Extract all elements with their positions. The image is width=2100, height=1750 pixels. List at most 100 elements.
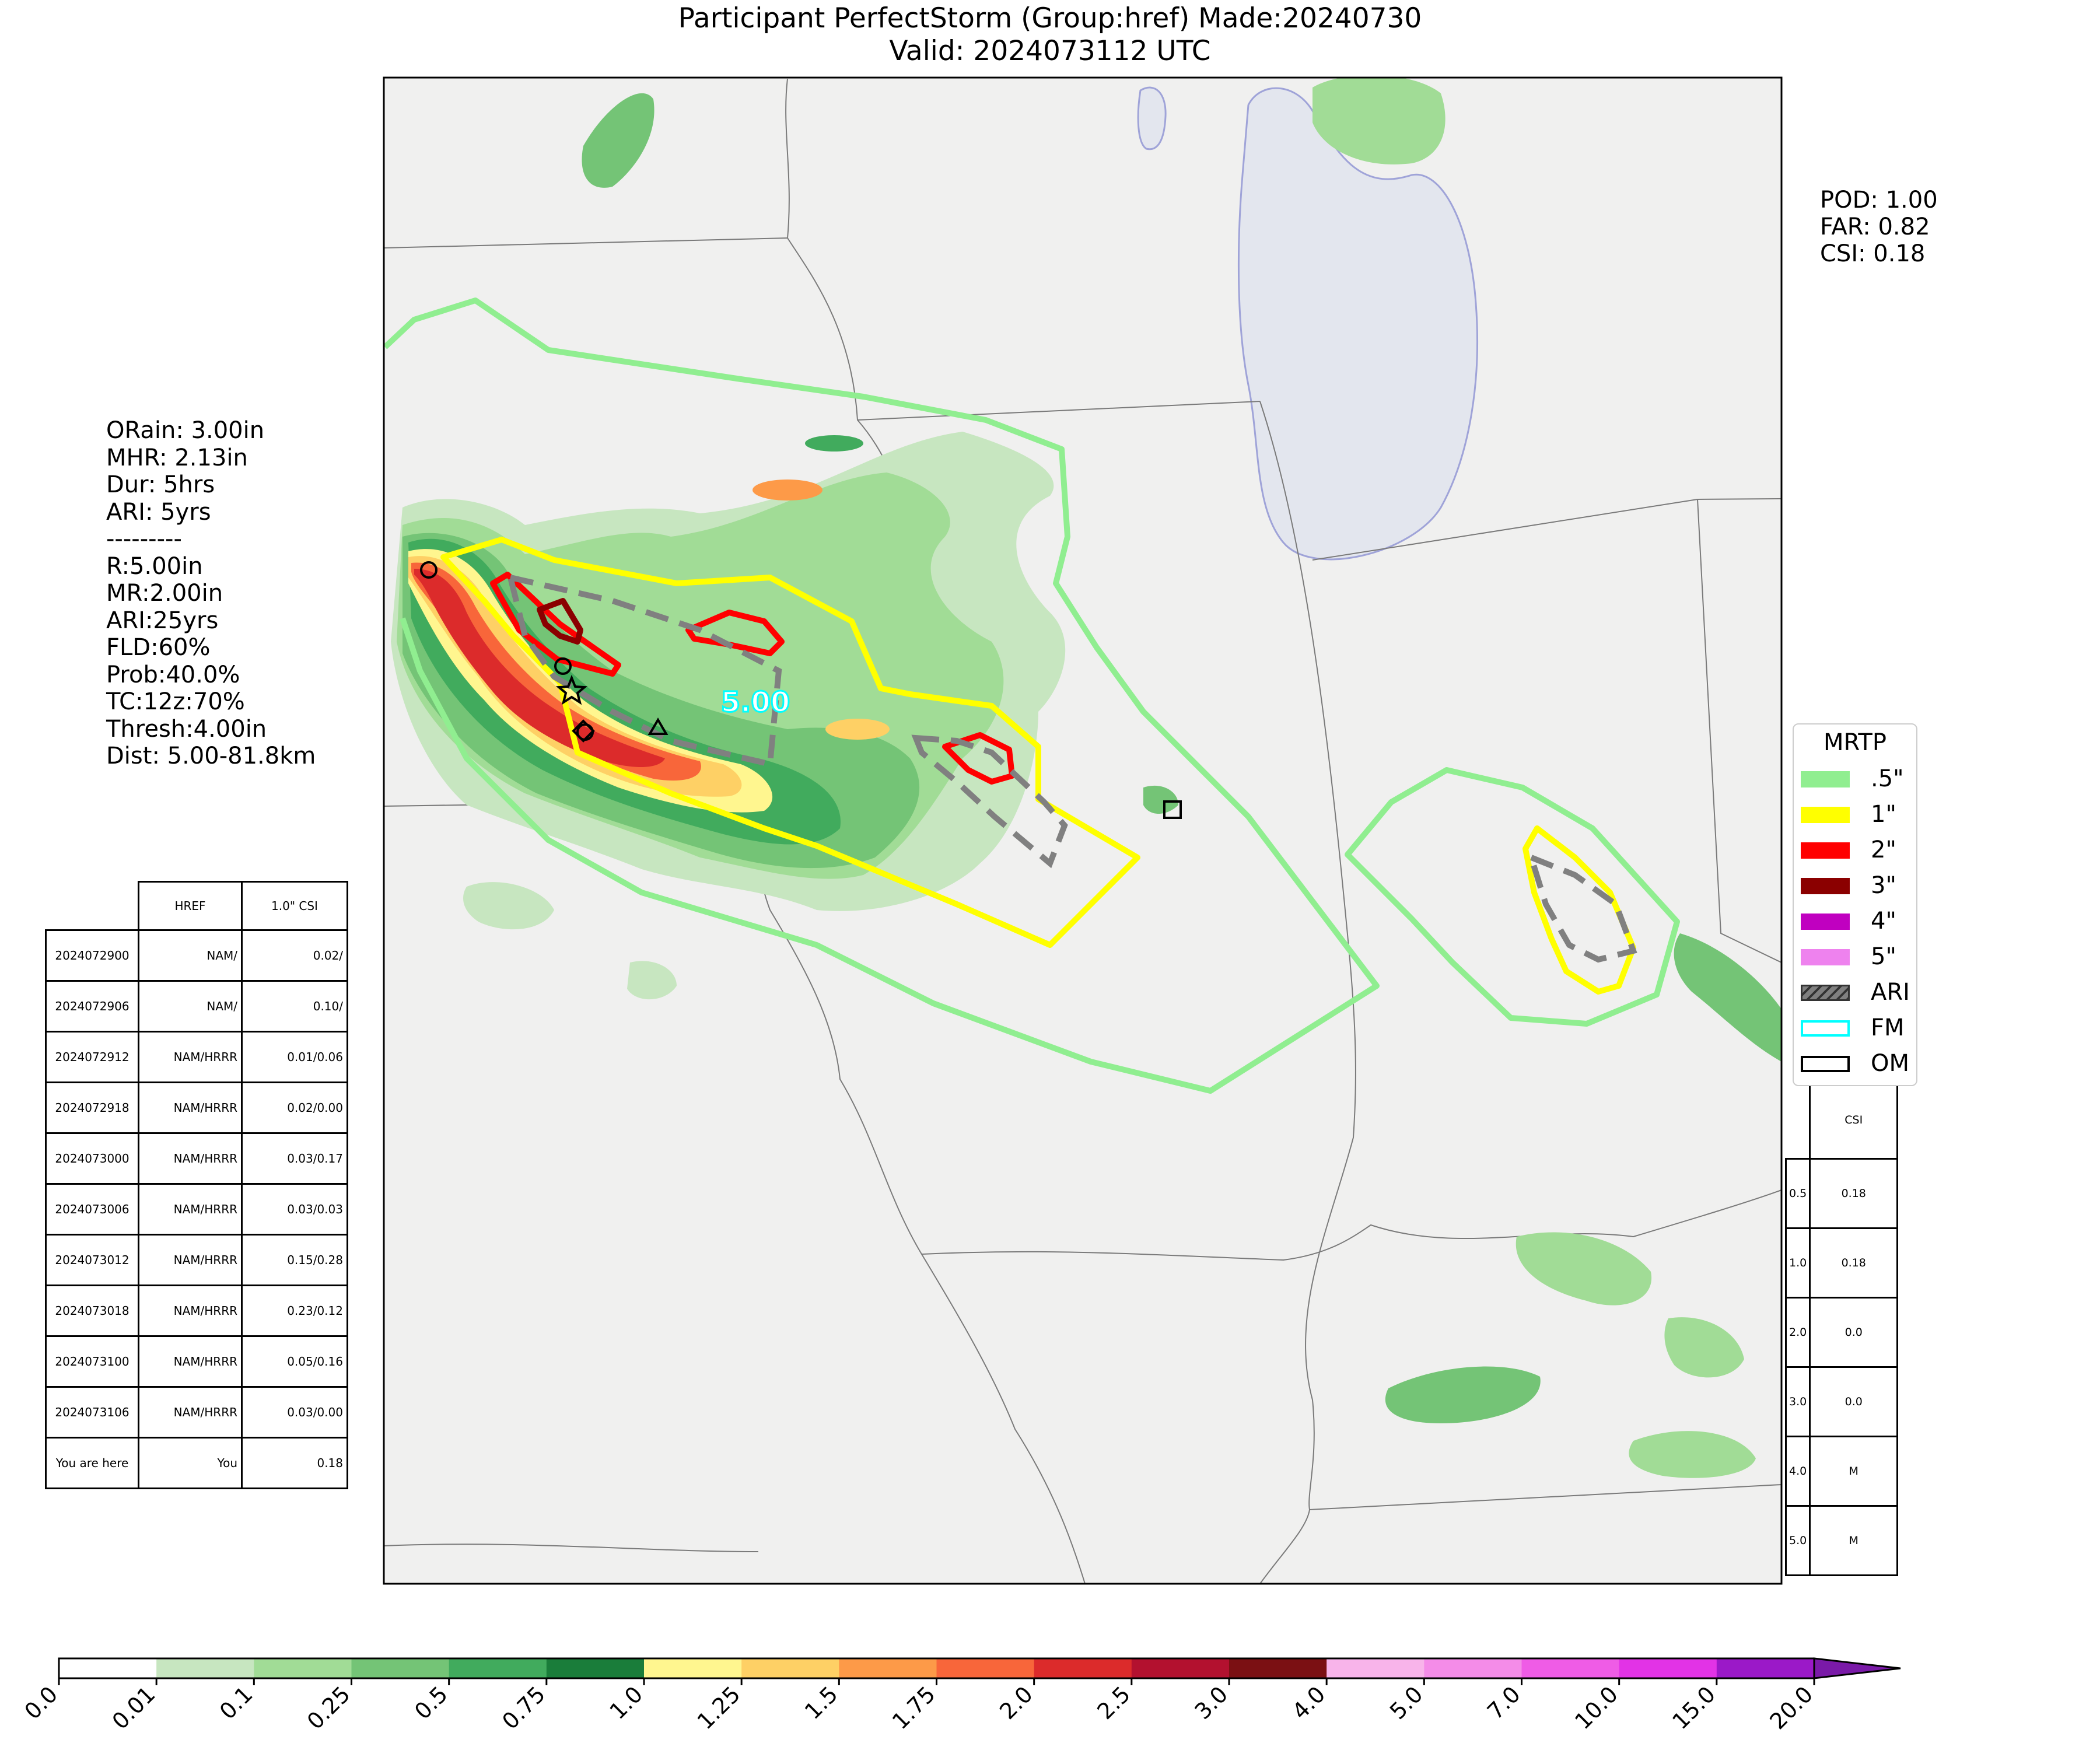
header-cell <box>46 881 139 931</box>
small-lake <box>1137 86 1167 150</box>
colorbar-segment <box>1424 1658 1522 1678</box>
stat-far: FAR: 0.82 <box>1820 214 1930 240</box>
observation-marker <box>576 723 594 741</box>
mrtp-legend: MRTP .5" 1" 2" 3" 4" 5" ARI FM OM <box>1793 723 1917 1086</box>
cell-model: NAM/HRRR <box>138 1082 243 1134</box>
cell-csi: 0.0 <box>1809 1297 1899 1368</box>
colorbar-tick-label: 3.0 <box>1190 1681 1233 1724</box>
colorbar-segment <box>936 1658 1035 1678</box>
table-row: 2024073012 NAM/HRRR 0.15/0.28 <box>45 1234 348 1286</box>
header-cell: 1.0" CSI <box>241 881 348 931</box>
forecast-parameters: ORain: 3.00in MHR: 2.13in Dur: 5hrs ARI: 5y… <box>106 417 316 770</box>
colorbar-tick-label: 2.0 <box>995 1681 1038 1724</box>
table-row: 2024073000 NAM/HRRR 0.03/0.17 <box>45 1132 348 1185</box>
colorbar-tick-label: 0.0 <box>20 1681 63 1724</box>
table-row: 4.0 M <box>1784 1436 1899 1507</box>
colorbar-tick-label: 0.75 <box>497 1681 550 1734</box>
param-line: ORain: 3.00in <box>106 417 265 444</box>
legend-swatch <box>1801 842 1850 859</box>
colorbar-tick-label: 1.5 <box>800 1681 843 1724</box>
title-line-1: Participant PerfectStorm (Group:href) Ma… <box>678 2 1422 34</box>
cell-model: NAM/HRRR <box>138 1031 243 1083</box>
table-row: 1.0 0.18 <box>1784 1227 1899 1298</box>
contour-0.5in-west <box>384 298 1380 1094</box>
colorbar-segment <box>1716 1658 1815 1678</box>
legend-swatch <box>1801 985 1850 1001</box>
colorbar-ticks: 0.0 0.01 0.1 0.25 0.5 0.75 1.0 1.25 1.5 1.75 2.0 2.… <box>20 1678 1818 1734</box>
ari-contours <box>506 573 1637 963</box>
runs-csi-table: HREF 1.0" CSI 2024072900 NAM/0.02/ 202407… <box>45 881 348 1489</box>
cell-run: You are here <box>45 1437 139 1489</box>
cell-csi: 0.18 <box>1809 1227 1899 1298</box>
lake-michigan <box>1237 87 1478 561</box>
colorbar-segment <box>1521 1658 1620 1678</box>
event-markers <box>420 561 1182 819</box>
mrtp-contours <box>384 298 1680 1094</box>
colorbar-extend-arrow <box>1813 1657 1901 1679</box>
observation-marker <box>420 561 438 579</box>
param-line: --------- <box>106 526 182 552</box>
header-cell <box>1786 1082 1811 1160</box>
colorbar-segments <box>59 1658 1815 1678</box>
legend-swatch <box>1801 949 1850 965</box>
colorbar-segment <box>741 1658 839 1678</box>
param-line: MR:2.00in <box>106 580 223 607</box>
colorbar-segment <box>839 1658 937 1678</box>
precipitation-field <box>391 78 1782 1478</box>
legend-label: OM <box>1871 1050 1909 1077</box>
table-row: 2.0 0.0 <box>1784 1297 1899 1368</box>
legend-label: ARI <box>1871 979 1910 1006</box>
legend-label: FM <box>1871 1014 1905 1041</box>
map-border <box>383 76 1783 1585</box>
contour-1in-east <box>1522 825 1636 995</box>
cell-model: NAM/HRRR <box>138 1183 243 1236</box>
cell-model: NAM/ <box>138 980 243 1032</box>
csi-threshold-table: CSI 0.5 0.18 1.0 0.18 2.0 0.0 3.0 0.0 4.0 M 5… <box>1784 1082 1899 1576</box>
contour-2in-b <box>685 610 785 656</box>
param-line: R:5.00in <box>106 552 203 580</box>
cell-csi: 0.18 <box>1809 1158 1899 1229</box>
legend-swatch <box>1801 1020 1850 1037</box>
param-line: TC:12z:70% <box>106 688 245 715</box>
legend-label: 4" <box>1871 908 1896 935</box>
param-line: ARI:25yrs <box>106 607 219 634</box>
colorbar-tick-label: 20.0 <box>1765 1681 1818 1734</box>
table-row: 3.0 0.0 <box>1784 1366 1899 1437</box>
colorbar-segment <box>1034 1658 1132 1678</box>
table-row: 2024073006 NAM/HRRR 0.03/0.03 <box>45 1183 348 1236</box>
colorbar-tick-label: 1.0 <box>605 1681 648 1724</box>
cell-run: 2024072918 <box>45 1082 139 1134</box>
colorbar-segment <box>546 1658 645 1678</box>
colorbar-tick-label: 0.1 <box>215 1681 258 1724</box>
legend-swatch <box>1801 914 1850 930</box>
legend-swatch <box>1801 878 1850 894</box>
colorbar-tick-label: 0.5 <box>410 1681 453 1724</box>
legend-swatch <box>1801 771 1850 788</box>
table-row: 2024073018 NAM/HRRR 0.23/0.12 <box>45 1284 348 1337</box>
param-line: Dur: 5hrs <box>106 471 215 498</box>
cell-model: NAM/ <box>138 929 243 982</box>
verification-stats: POD: 1.00 FAR: 0.82 CSI: 0.18 <box>1820 187 1938 267</box>
cell-run: 2024073006 <box>45 1183 139 1236</box>
cell-run: 2024073106 <box>45 1386 139 1438</box>
legend-swatch <box>1801 1056 1850 1072</box>
cell-run: 2024073000 <box>45 1132 139 1185</box>
cell-csi: 0.18 <box>241 1437 348 1489</box>
colorbar-tick-label: 5.0 <box>1385 1681 1428 1724</box>
colorbar-segment <box>644 1658 742 1678</box>
cell-threshold: 0.5 <box>1784 1158 1811 1229</box>
cell-model: NAM/HRRR <box>138 1132 243 1185</box>
colorbar-segment <box>1619 1658 1717 1678</box>
title-line-2: Valid: 2024073112 UTC <box>889 35 1211 67</box>
colorbar-tick-label: 1.25 <box>692 1681 746 1734</box>
legend-label: .5" <box>1871 765 1904 792</box>
colorbar-tick-label: 0.01 <box>107 1681 160 1734</box>
cell-csi: M <box>1809 1505 1899 1576</box>
cell-run: 2024072900 <box>45 929 139 982</box>
cell-csi: 0.10/ <box>241 980 348 1032</box>
colorbar-segment <box>59 1658 157 1678</box>
contour-1in-west <box>440 537 1140 948</box>
colorbar-segment <box>1326 1658 1424 1678</box>
table-row: 2024073106 NAM/HRRR 0.03/0.00 <box>45 1386 348 1438</box>
